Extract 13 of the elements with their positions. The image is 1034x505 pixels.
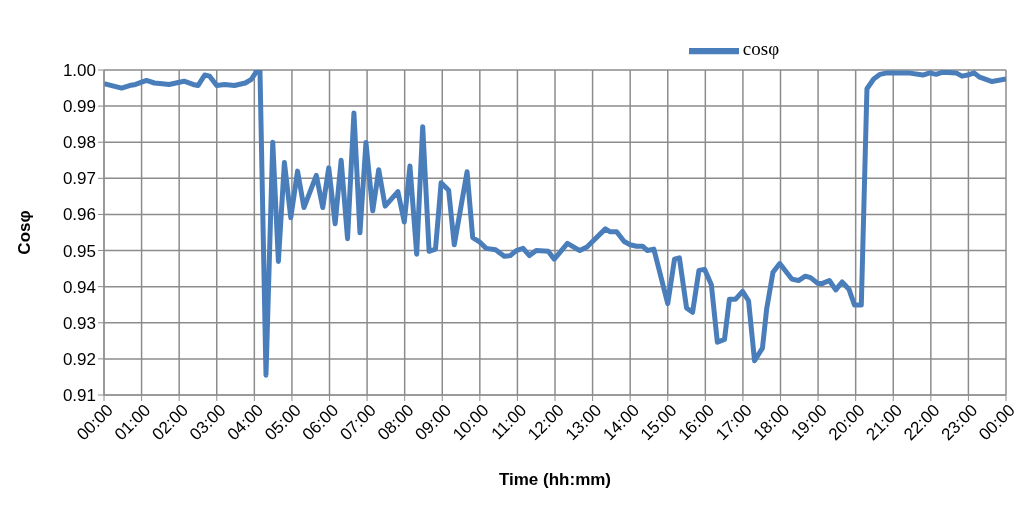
y-tick-label: 0.94	[62, 277, 96, 297]
y-tick-label: 0.92	[62, 349, 96, 369]
y-tick-label: 0.98	[62, 133, 96, 153]
y-tick-label: 0.99	[62, 97, 96, 117]
y-axis-title: Cosφ	[15, 210, 35, 255]
y-tick-label: 0.91	[62, 386, 96, 406]
y-tick-label: 0.93	[62, 313, 96, 333]
y-tick-label: 0.97	[62, 169, 96, 189]
legend-label: cosφ	[742, 38, 780, 60]
y-tick-label: 0.96	[62, 205, 96, 225]
x-axis-title: Time (hh:mm)	[498, 470, 612, 489]
y-tick-label: 1.00	[62, 61, 96, 81]
y-tick-label: 0.95	[62, 241, 96, 261]
